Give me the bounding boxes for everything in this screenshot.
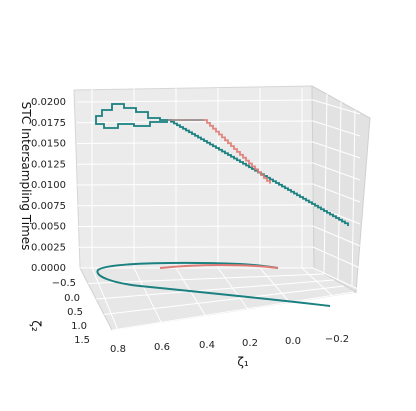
x-floor-grid-line	[301, 267, 338, 301]
z-tick-label: 0.0200	[31, 97, 66, 108]
z-tick-label: 0.0125	[31, 159, 66, 170]
z-axis-label: STC Intersampling Times	[19, 102, 33, 251]
z-tick-label: 0.0150	[31, 139, 66, 150]
z-tick-label: 0.0050	[31, 222, 66, 233]
y-tick-label: −0.5	[52, 278, 76, 289]
right-pane-grid-line	[323, 93, 328, 275]
y-tick-label: 1.5	[74, 335, 90, 346]
x-floor-grid-line	[259, 267, 294, 307]
z-grid-line-right	[312, 162, 361, 181]
z-tick-label: 0.0025	[31, 242, 66, 253]
z-grid-line	[76, 141, 314, 144]
x-tick-label: 0.4	[199, 340, 215, 351]
z-grid-line	[76, 99, 314, 103]
x-floor-grid-line	[133, 267, 163, 325]
z-grid-line	[76, 120, 314, 124]
y-floor-grid-line	[87, 273, 325, 284]
x-tick-label: 0.8	[110, 344, 126, 355]
x-floor-grid-line	[217, 267, 251, 313]
z-tick-label: 0.0100	[31, 180, 66, 191]
z-grid-line-right	[312, 183, 361, 203]
z-grid-line-right	[312, 99, 361, 115]
x-tick-label: 0.0	[285, 336, 301, 347]
staircase-salmon	[204, 119, 271, 184]
staircase-teal-loop	[95, 103, 168, 129]
back-pane	[73, 85, 315, 269]
y-tick-label: 0.5	[67, 307, 83, 318]
y-axis-label: ζ₂	[29, 320, 43, 332]
x-floor-grid-line	[175, 267, 208, 319]
series-group	[95, 103, 349, 307]
floor-pane	[79, 267, 358, 331]
grid-lines	[76, 88, 361, 331]
y-floor-grid-line	[95, 279, 335, 300]
z-tick-label: 0.0175	[31, 118, 66, 129]
z-tick-label: 0.0000	[31, 263, 66, 274]
x-axis-label: ζ₁	[237, 355, 249, 369]
z-grid-line-right	[312, 225, 361, 247]
y-tick-label: 0.0	[64, 293, 80, 304]
x-tick-label: −0.2	[325, 334, 349, 345]
right-pane-grid-line	[351, 109, 356, 287]
z-grid-line	[76, 204, 314, 207]
right-pane-grid-line	[337, 101, 342, 281]
x-tick-label: 0.6	[154, 342, 170, 353]
z-grid-line-right	[312, 267, 361, 291]
z-grid-line	[76, 183, 314, 186]
tick-labels: 0.00000.00250.00500.00750.01000.01250.01…	[31, 97, 349, 355]
z-grid-line	[76, 162, 314, 165]
y-floor-grid-line	[103, 285, 345, 315]
y-floor-grid-line	[111, 291, 355, 331]
z-grid-line-right	[312, 141, 361, 159]
floor-projection-salmon	[159, 264, 279, 269]
x-floor-grid-line	[91, 267, 119, 331]
z-grid-line	[76, 225, 314, 227]
y-tick-label: 1.0	[71, 321, 87, 332]
z-tick-label: 0.0075	[31, 201, 66, 212]
z-grid-line-right	[312, 120, 361, 137]
x-tick-label: 0.2	[242, 338, 258, 349]
